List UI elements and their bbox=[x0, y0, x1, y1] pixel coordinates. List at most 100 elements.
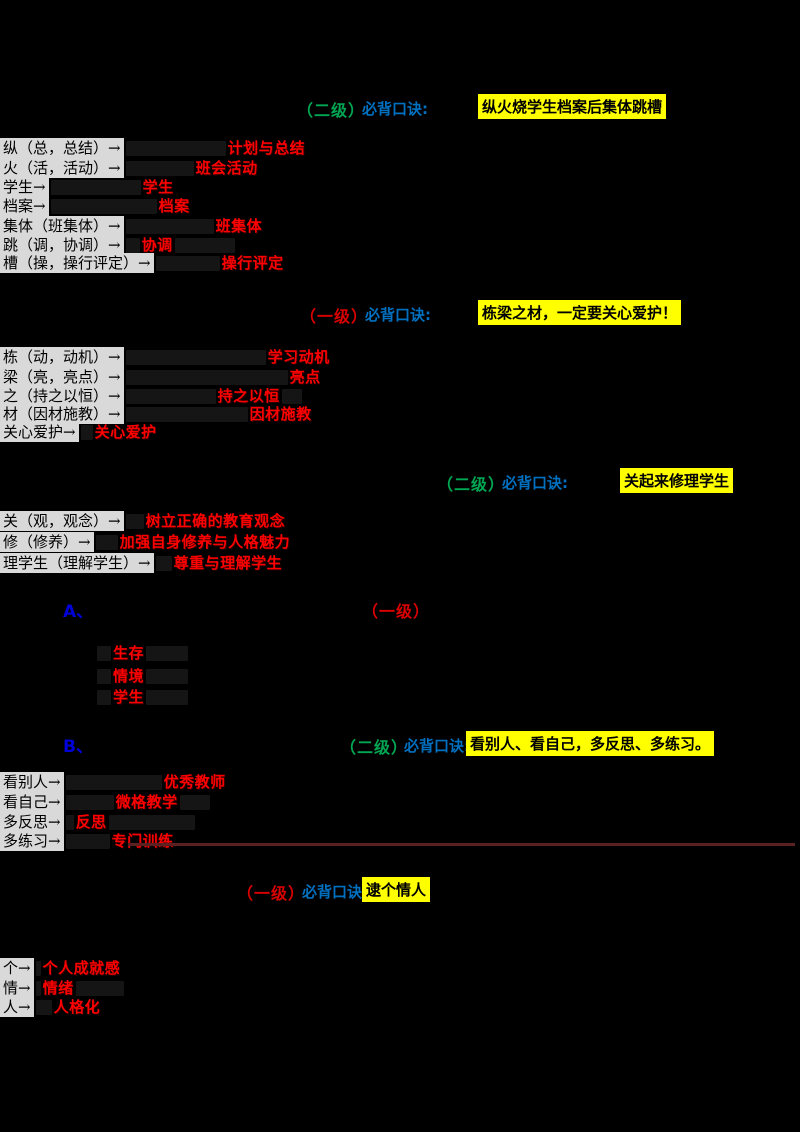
hidden-text bbox=[146, 668, 189, 684]
term-row: 关（观，观念）→ 树立正确的教育观念 bbox=[0, 511, 285, 531]
level-badge: （二级） bbox=[297, 101, 366, 120]
term-label: 跳（调，协调）→ bbox=[0, 235, 124, 255]
level-badge: （一级） bbox=[237, 884, 306, 903]
mnemonic-tag: 必背口诀: bbox=[502, 474, 568, 492]
term-label: 栋（动，动机）→ bbox=[0, 347, 124, 367]
keyword: 个人成就感 bbox=[42, 959, 121, 977]
term-row: 火（活，活动）→ 班会活动 bbox=[0, 158, 258, 178]
term-row: 看别人→ 优秀教师 bbox=[0, 772, 226, 792]
section-divider bbox=[128, 843, 795, 846]
hidden-text bbox=[281, 388, 302, 404]
mnemonic-phrase: 看别人、看自己，多反思、多练习。 bbox=[466, 731, 715, 756]
term-row: 学生 bbox=[95, 687, 190, 707]
hidden-text bbox=[125, 218, 214, 234]
term-label: 纵（总，总结）→ bbox=[0, 138, 124, 158]
term-row: 关心爱护→ 关心爱护 bbox=[0, 422, 157, 442]
term-label: 看自己→ bbox=[0, 792, 64, 812]
term-row: 档案→ 档案 bbox=[0, 196, 190, 216]
keyword: 情境 bbox=[113, 667, 145, 685]
hidden-text bbox=[35, 980, 41, 996]
hidden-text bbox=[155, 255, 220, 271]
hidden-text bbox=[65, 833, 110, 849]
keyword: 学生 bbox=[113, 688, 145, 706]
keyword: 尊重与理解学生 bbox=[173, 554, 283, 572]
hidden-text bbox=[174, 237, 235, 253]
term-row: 跳（调，协调）→ 协调 bbox=[0, 235, 237, 255]
keyword: 档案 bbox=[158, 197, 190, 215]
term-label: 多反思→ bbox=[0, 812, 64, 832]
mnemonic-tag: 必背口诀: bbox=[365, 306, 431, 324]
mnemonic-phrase: 纵火烧学生档案后集体跳槽 bbox=[478, 94, 667, 119]
term-label: 学生→ bbox=[0, 177, 49, 197]
term-label: 看别人→ bbox=[0, 772, 64, 792]
hidden-text bbox=[65, 814, 74, 830]
hidden-text bbox=[97, 645, 111, 661]
hidden-text bbox=[80, 424, 93, 440]
term-label: 关（观，观念）→ bbox=[0, 511, 124, 531]
keyword: 学习动机 bbox=[267, 348, 330, 366]
hidden-text bbox=[75, 980, 124, 996]
term-row: 栋（动，动机）→ 学习动机 bbox=[0, 347, 330, 367]
term-row: 修（修养）→ 加强自身修养与人格魅力 bbox=[0, 532, 290, 552]
term-label: 之（持之以恒）→ bbox=[0, 386, 124, 406]
term-row: 生存 bbox=[95, 643, 190, 663]
keyword: 操行评定 bbox=[221, 254, 284, 272]
mnemonic-phrase: 栋梁之材，一定要关心爱护！ bbox=[478, 300, 682, 325]
term-label: 人→ bbox=[0, 997, 34, 1017]
hidden-text bbox=[97, 668, 111, 684]
term-row: 情→ 情绪 bbox=[0, 978, 126, 998]
term-row: 多反思→ 反思 bbox=[0, 812, 197, 832]
term-row: 情境 bbox=[95, 666, 190, 686]
term-label: 材（因材施教）→ bbox=[0, 404, 124, 424]
term-row: 梁（亮，亮点）→ 亮点 bbox=[0, 367, 321, 387]
section-label: A、 bbox=[63, 602, 94, 622]
mnemonic-tag: 必背口诀: bbox=[362, 100, 428, 118]
level-badge: （一级） bbox=[362, 602, 431, 621]
term-row: 看自己→ 微格教学 bbox=[0, 792, 212, 812]
keyword: 计划与总结 bbox=[227, 139, 306, 157]
term-row: 之（持之以恒）→ 持之以恒 bbox=[0, 386, 304, 406]
term-row: 集体（班集体）→ 班集体 bbox=[0, 216, 262, 236]
term-row: 人→ 人格化 bbox=[0, 997, 100, 1017]
mnemonic-phrase: 关起来修理学生 bbox=[620, 468, 734, 493]
hidden-text bbox=[125, 349, 266, 365]
term-label: 火（活，活动）→ bbox=[0, 158, 124, 178]
hidden-text bbox=[179, 794, 210, 810]
keyword: 生存 bbox=[113, 644, 145, 662]
term-label: 槽（操，操行评定）→ bbox=[0, 253, 154, 273]
keyword: 加强自身修养与人格魅力 bbox=[119, 533, 291, 551]
term-row: 材（因材施教）→ 因材施教 bbox=[0, 404, 312, 424]
keyword: 树立正确的教育观念 bbox=[145, 512, 286, 530]
term-label: 多练习→ bbox=[0, 831, 64, 851]
hidden-text bbox=[50, 198, 157, 214]
hidden-text bbox=[65, 794, 114, 810]
level-badge: （二级） bbox=[437, 475, 506, 494]
term-label: 关心爱护→ bbox=[0, 422, 79, 442]
hidden-text bbox=[125, 369, 288, 385]
keyword: 持之以恒 bbox=[217, 387, 280, 405]
mnemonic-tag: 必背口诀: bbox=[302, 883, 368, 901]
hidden-text bbox=[146, 689, 189, 705]
level-badge: （一级） bbox=[300, 307, 369, 326]
term-label: 情→ bbox=[0, 978, 34, 998]
term-row: 槽（操，操行评定）→ 操行评定 bbox=[0, 253, 284, 273]
hidden-text bbox=[155, 555, 172, 571]
mnemonic-tag: 必背口诀: bbox=[404, 737, 470, 755]
hidden-text bbox=[97, 689, 111, 705]
keyword: 关心爱护 bbox=[94, 423, 157, 441]
keyword: 班集体 bbox=[215, 217, 263, 235]
keyword: 反思 bbox=[75, 813, 107, 831]
keyword: 学生 bbox=[142, 178, 174, 196]
hidden-text bbox=[125, 388, 216, 404]
term-label: 档案→ bbox=[0, 196, 49, 216]
term-label: 修（修养）→ bbox=[0, 532, 94, 552]
hidden-text bbox=[50, 179, 141, 195]
term-label: 梁（亮，亮点）→ bbox=[0, 367, 124, 387]
hidden-text bbox=[125, 160, 194, 176]
hidden-text bbox=[146, 645, 189, 661]
hidden-text bbox=[125, 237, 140, 253]
term-row: 学生→ 学生 bbox=[0, 177, 174, 197]
term-row: 纵（总，总结）→ 计划与总结 bbox=[0, 138, 305, 158]
keyword: 因材施教 bbox=[249, 405, 312, 423]
